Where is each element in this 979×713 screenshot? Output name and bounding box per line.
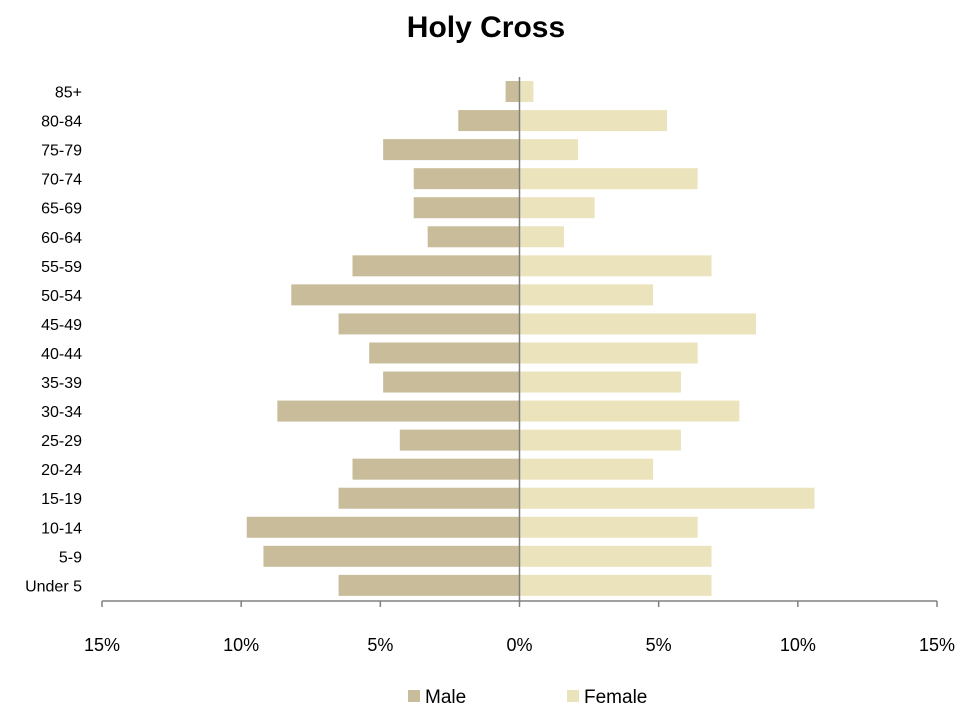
bar-female-under-5 <box>519 574 712 596</box>
x-tick-label: 15% <box>919 635 955 655</box>
bar-female-45-49 <box>519 313 757 335</box>
bar-female-40-44 <box>519 342 698 364</box>
bar-male-70-74 <box>413 168 520 190</box>
bar-female-75-79 <box>519 139 578 161</box>
category-label: 40-44 <box>41 346 82 363</box>
legend-label-male: Male <box>425 687 466 708</box>
x-tick-label: 5% <box>367 635 393 655</box>
category-label: 25-29 <box>41 433 82 450</box>
bar-male-40-44 <box>369 342 520 364</box>
category-label: 55-59 <box>41 259 82 276</box>
bar-male-80-84 <box>458 110 520 132</box>
bars-group <box>246 77 815 601</box>
category-label: 50-54 <box>41 288 82 305</box>
x-tick-label: 15% <box>84 635 120 655</box>
chart-title: Holy Cross <box>407 11 565 44</box>
category-label: 60-64 <box>41 230 82 247</box>
category-label: 10-14 <box>41 520 82 537</box>
bar-male-85+ <box>505 81 520 103</box>
category-label: 75-79 <box>41 143 82 160</box>
bar-female-15-19 <box>519 487 815 509</box>
category-label: 30-34 <box>41 404 82 421</box>
bar-male-75-79 <box>383 139 520 161</box>
category-label: 70-74 <box>41 172 82 189</box>
bar-female-10-14 <box>519 516 698 538</box>
category-label: 35-39 <box>41 375 82 392</box>
bar-male-60-64 <box>427 226 520 248</box>
category-label: 65-69 <box>41 201 82 218</box>
bar-female-70-74 <box>519 168 698 190</box>
bar-female-55-59 <box>519 255 712 277</box>
category-label: 80-84 <box>41 114 82 131</box>
bar-female-5-9 <box>519 545 712 567</box>
legend-swatch-female <box>567 690 579 702</box>
bar-female-35-39 <box>519 371 681 393</box>
legend-label-female: Female <box>584 687 647 708</box>
bar-male-55-59 <box>352 255 520 277</box>
bar-female-60-64 <box>519 226 565 248</box>
x-tick-label: 5% <box>646 635 672 655</box>
bar-female-80-84 <box>519 110 668 132</box>
category-label: 15-19 <box>41 491 82 508</box>
bar-female-30-34 <box>519 400 740 422</box>
x-tick-label: 0% <box>506 635 532 655</box>
bar-male-30-34 <box>277 400 520 422</box>
category-label: 45-49 <box>41 317 82 334</box>
bar-female-65-69 <box>519 197 595 219</box>
x-axis: 15% 10% 5% 0% 5% 10% 15% <box>84 600 955 655</box>
category-labels: Under 5 5-9 10-14 15-19 20-24 25-29 30-34 35-39… <box>25 85 82 596</box>
bar-male-10-14 <box>246 516 520 538</box>
bar-female-50-54 <box>519 284 654 306</box>
legend-swatch-male <box>408 690 420 702</box>
legend: Male Female <box>408 687 647 708</box>
x-tick-label: 10% <box>223 635 259 655</box>
category-label: 5-9 <box>59 549 82 566</box>
category-label: 85+ <box>55 85 82 102</box>
bar-female-85+ <box>519 81 534 103</box>
bar-male-under-5 <box>338 574 520 596</box>
bar-male-35-39 <box>383 371 520 393</box>
x-tick-label: 10% <box>780 635 816 655</box>
category-label: 20-24 <box>41 462 82 479</box>
bar-male-50-54 <box>291 284 520 306</box>
bar-male-5-9 <box>263 545 520 567</box>
category-label: Under 5 <box>25 578 82 595</box>
bar-female-25-29 <box>519 429 681 451</box>
bar-female-20-24 <box>519 458 654 480</box>
bar-male-15-19 <box>338 487 520 509</box>
bar-male-25-29 <box>399 429 520 451</box>
bar-male-45-49 <box>338 313 520 335</box>
bar-male-65-69 <box>413 197 520 219</box>
bar-male-20-24 <box>352 458 520 480</box>
